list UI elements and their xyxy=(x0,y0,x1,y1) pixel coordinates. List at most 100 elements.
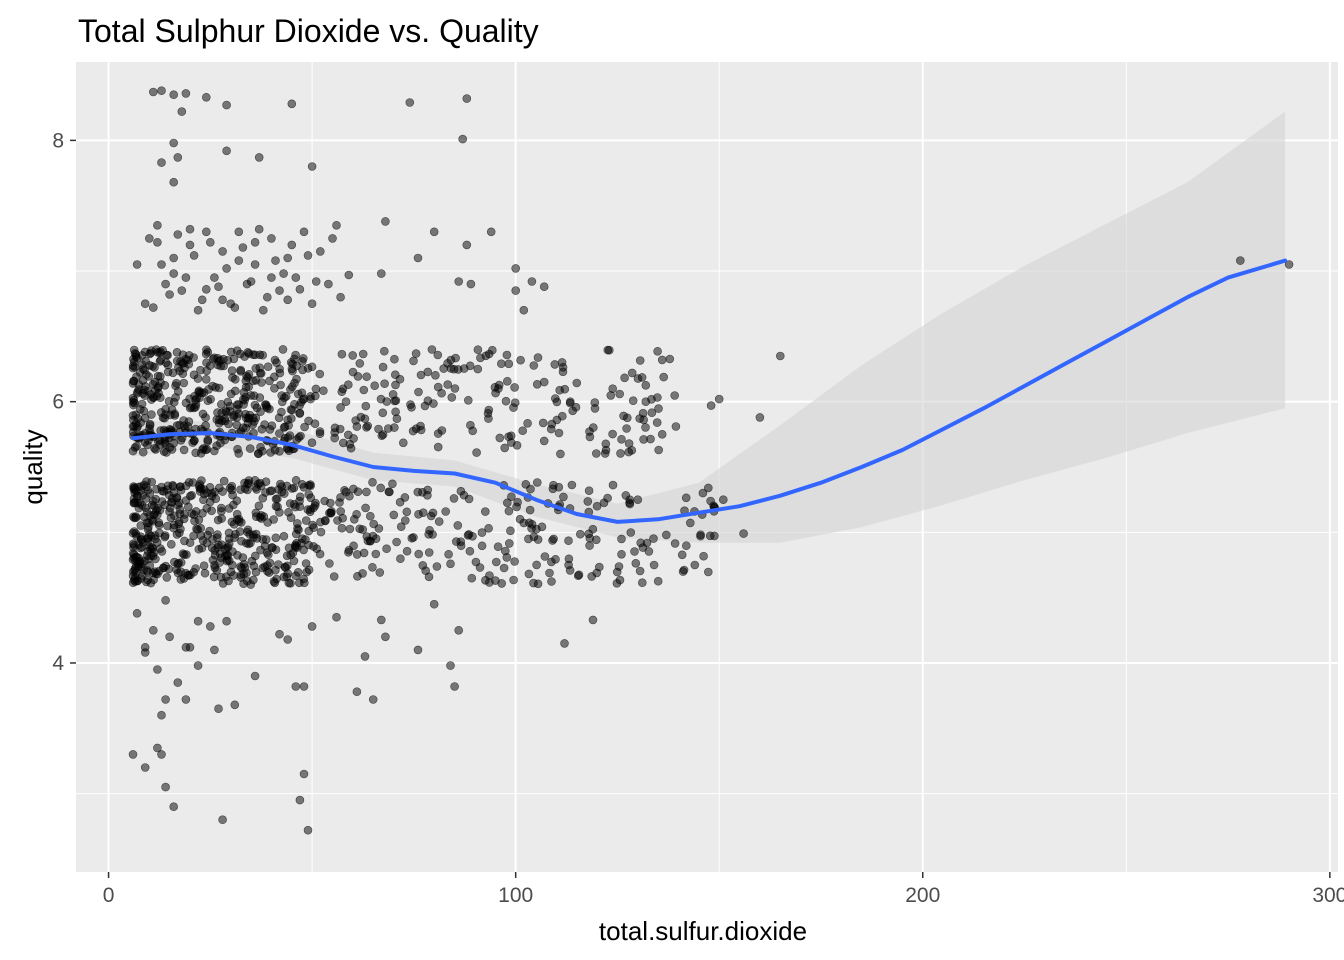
data-point xyxy=(641,380,651,390)
data-point xyxy=(330,423,340,433)
data-point xyxy=(657,355,667,365)
data-point xyxy=(647,408,657,418)
data-point xyxy=(585,541,594,550)
data-point xyxy=(431,370,440,380)
data-point xyxy=(433,442,443,452)
data-point xyxy=(291,682,301,691)
data-point xyxy=(567,480,577,490)
data-points xyxy=(128,86,1294,835)
data-point xyxy=(148,379,158,389)
data-point xyxy=(450,384,460,393)
data-point xyxy=(160,531,170,540)
data-point xyxy=(524,534,533,544)
data-point xyxy=(335,498,344,507)
data-point xyxy=(510,398,520,408)
data-point xyxy=(219,476,229,486)
data-point xyxy=(295,284,305,294)
data-point xyxy=(427,345,437,354)
data-point xyxy=(229,571,238,580)
data-point xyxy=(527,277,537,286)
data-point xyxy=(153,665,162,674)
data-point xyxy=(284,543,294,553)
data-point xyxy=(161,782,170,792)
data-point xyxy=(284,421,293,430)
data-point xyxy=(279,531,289,541)
data-point xyxy=(181,273,191,282)
data-point xyxy=(236,366,245,376)
x-axis-ticks: 0 100 200 300 xyxy=(103,872,1344,907)
data-point xyxy=(187,402,196,412)
data-point xyxy=(466,279,476,289)
data-point xyxy=(620,373,629,383)
data-point xyxy=(359,385,369,395)
data-point xyxy=(202,444,212,454)
data-point xyxy=(390,370,400,380)
data-point xyxy=(145,234,154,243)
data-point xyxy=(625,495,635,505)
data-point xyxy=(391,396,401,405)
data-point xyxy=(128,422,138,431)
data-point xyxy=(132,441,141,451)
data-point xyxy=(291,273,301,282)
data-point xyxy=(755,413,765,422)
data-point xyxy=(307,299,317,309)
data-point xyxy=(504,359,514,369)
data-point xyxy=(154,520,164,530)
data-point xyxy=(179,378,189,388)
data-point xyxy=(429,399,438,408)
data-point xyxy=(338,513,348,523)
data-point xyxy=(283,295,293,305)
data-point xyxy=(143,386,152,396)
data-point xyxy=(192,394,201,403)
data-point xyxy=(685,518,695,528)
data-point xyxy=(210,645,219,655)
data-point xyxy=(696,530,705,540)
data-point xyxy=(218,579,228,588)
data-point xyxy=(147,395,156,404)
data-point xyxy=(241,413,251,423)
data-point xyxy=(153,221,162,230)
data-point xyxy=(271,533,281,543)
data-point xyxy=(254,501,264,511)
data-point xyxy=(361,503,370,513)
data-point xyxy=(206,238,215,247)
data-point xyxy=(222,100,231,110)
data-point xyxy=(162,573,172,582)
data-point xyxy=(174,517,184,527)
data-point xyxy=(388,479,397,489)
data-point xyxy=(193,525,202,534)
data-point xyxy=(358,569,367,578)
data-point xyxy=(207,506,216,516)
data-point xyxy=(446,364,456,373)
data-point xyxy=(654,445,664,455)
data-point xyxy=(129,400,138,410)
data-point xyxy=(203,396,213,406)
data-point xyxy=(202,93,211,102)
data-point xyxy=(301,516,311,525)
data-point xyxy=(173,678,183,687)
data-point xyxy=(173,153,183,162)
data-point xyxy=(157,86,166,95)
data-point xyxy=(361,401,371,411)
data-point xyxy=(329,572,339,581)
data-point xyxy=(139,480,149,490)
data-point xyxy=(267,543,277,552)
data-point xyxy=(181,695,191,704)
data-point xyxy=(311,277,321,286)
data-point xyxy=(519,518,529,528)
data-point xyxy=(169,269,178,278)
data-point xyxy=(293,567,303,577)
data-point xyxy=(161,595,170,605)
data-point xyxy=(661,530,671,540)
data-point xyxy=(631,558,641,568)
data-point xyxy=(304,565,314,575)
data-point xyxy=(352,550,362,559)
data-point xyxy=(281,391,291,401)
data-point xyxy=(222,264,231,273)
x-tick-label: 200 xyxy=(905,884,940,907)
data-point xyxy=(575,529,585,539)
data-point xyxy=(624,439,634,448)
data-point xyxy=(441,507,451,516)
data-point xyxy=(170,557,179,567)
data-point xyxy=(649,560,659,570)
